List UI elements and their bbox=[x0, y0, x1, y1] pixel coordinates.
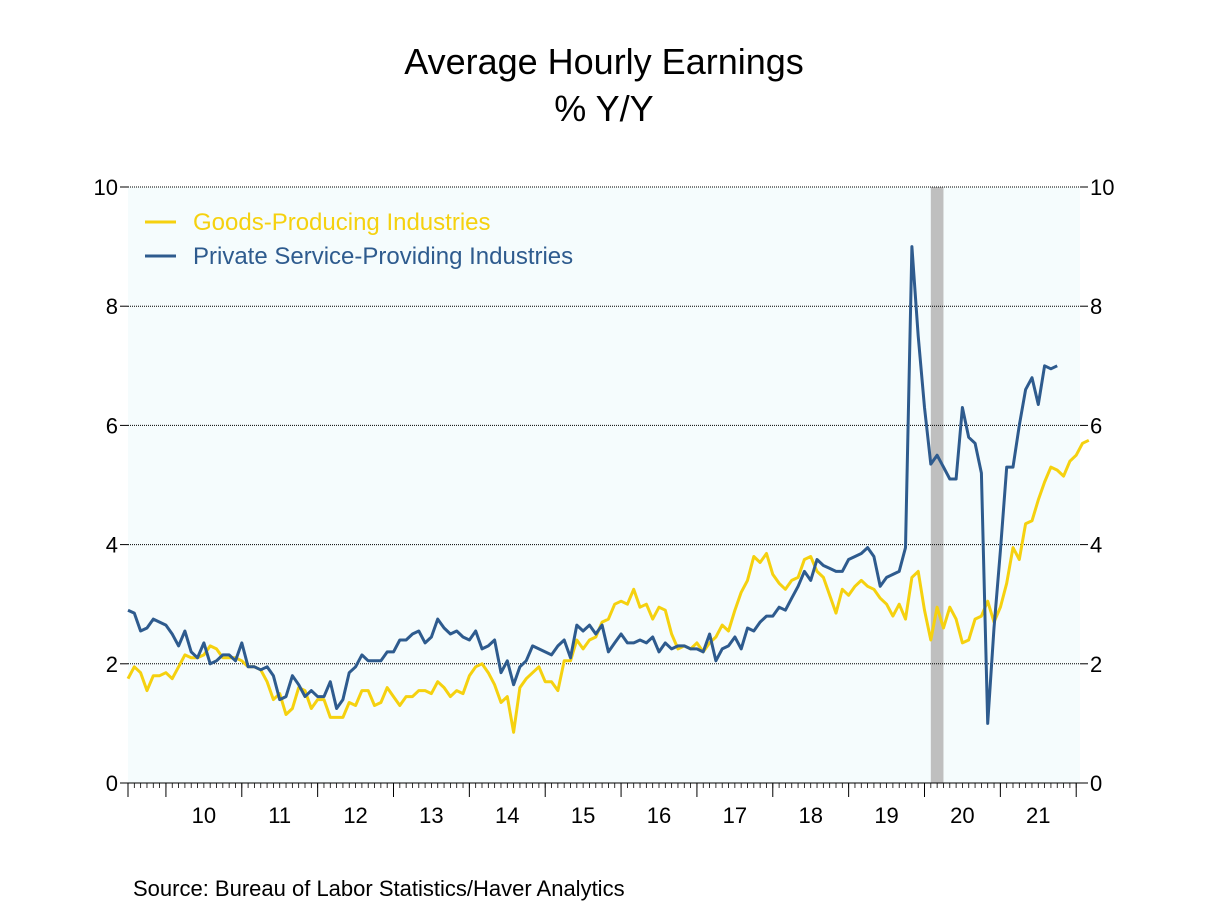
x-tick-label: 13 bbox=[419, 803, 443, 828]
x-tick-label: 17 bbox=[723, 803, 747, 828]
y-tick-label-right: 8 bbox=[1090, 294, 1102, 319]
goods-producing-line bbox=[126, 438, 1090, 734]
y-tick-label-right: 4 bbox=[1090, 533, 1102, 558]
y-tick-label-left: 6 bbox=[106, 413, 118, 438]
x-tick-label: 10 bbox=[192, 803, 216, 828]
x-tick-label: 12 bbox=[343, 803, 367, 828]
y-tick-label-right: 2 bbox=[1090, 652, 1102, 677]
x-tick-label: 11 bbox=[268, 803, 291, 828]
y-tick-label-left: 0 bbox=[106, 771, 118, 796]
y-tick-label-right: 6 bbox=[1090, 413, 1102, 438]
legend-label-1: Goods-Producing Industries bbox=[193, 209, 491, 236]
recession-shading bbox=[930, 187, 944, 783]
source-note: Source: Bureau of Labor Statistics/Haver… bbox=[133, 876, 625, 901]
x-tick-label: 16 bbox=[647, 803, 671, 828]
x-tick-label: 15 bbox=[571, 803, 595, 828]
y-tick-label-right: 0 bbox=[1090, 771, 1102, 796]
chart-subtitle: % Y/Y bbox=[554, 88, 654, 129]
x-tick-label: 14 bbox=[495, 803, 519, 828]
line-chart: Goods-Producing Industries Private Servic… bbox=[94, 175, 1115, 828]
plot-area bbox=[128, 187, 1080, 783]
x-tick-label: 18 bbox=[798, 803, 822, 828]
legend-label-2: Private Service-Providing Industries bbox=[193, 243, 573, 270]
x-tick-label: 20 bbox=[950, 803, 974, 828]
y-tick-label-left: 4 bbox=[106, 533, 118, 558]
y-tick-label-left: 2 bbox=[106, 652, 118, 677]
x-tick-label: 21 bbox=[1026, 803, 1050, 828]
chart-title: Average Hourly Earnings bbox=[404, 41, 804, 82]
y-tick-label-right: 10 bbox=[1090, 175, 1114, 200]
y-tick-label-left: 10 bbox=[94, 175, 118, 200]
x-tick-label: 19 bbox=[874, 803, 898, 828]
y-tick-label-left: 8 bbox=[106, 294, 118, 319]
service-providing-line bbox=[127, 245, 1058, 725]
